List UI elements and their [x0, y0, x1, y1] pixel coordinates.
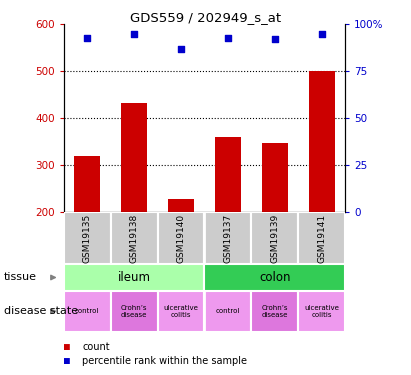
Point: [131, 31, 137, 37]
Text: GDS559 / 202949_s_at: GDS559 / 202949_s_at: [130, 11, 281, 24]
Text: ileum: ileum: [118, 271, 150, 284]
Bar: [262, 142, 288, 212]
Point: [225, 34, 231, 40]
Bar: [64, 212, 111, 264]
Text: GSM19135: GSM19135: [83, 213, 92, 263]
Text: GSM19137: GSM19137: [224, 213, 233, 263]
Bar: [298, 212, 345, 264]
Bar: [298, 291, 345, 332]
Text: GSM19140: GSM19140: [176, 214, 185, 262]
Bar: [205, 291, 252, 332]
Text: tissue: tissue: [4, 273, 37, 282]
Text: percentile rank within the sample: percentile rank within the sample: [82, 356, 247, 366]
Text: GSM19141: GSM19141: [317, 214, 326, 262]
Bar: [64, 291, 111, 332]
Text: ulcerative
colitis: ulcerative colitis: [304, 305, 339, 318]
Text: ■: ■: [64, 342, 69, 352]
Bar: [157, 291, 205, 332]
Point: [84, 34, 90, 40]
Bar: [111, 212, 157, 264]
Text: GSM19139: GSM19139: [270, 213, 279, 263]
Point: [272, 36, 278, 42]
Text: Crohn’s
disease: Crohn’s disease: [262, 305, 288, 318]
Text: control: control: [216, 308, 240, 314]
Text: control: control: [75, 308, 99, 314]
Bar: [121, 103, 147, 212]
Text: colon: colon: [259, 271, 291, 284]
Text: disease state: disease state: [4, 306, 78, 316]
Text: count: count: [82, 342, 110, 352]
Point: [178, 46, 184, 52]
Bar: [74, 156, 100, 212]
Text: GSM19138: GSM19138: [129, 213, 139, 263]
Bar: [205, 212, 252, 264]
Bar: [252, 212, 298, 264]
Text: ■: ■: [64, 356, 69, 366]
Text: Crohn’s
disease: Crohn’s disease: [121, 305, 147, 318]
Bar: [111, 291, 157, 332]
Bar: [168, 199, 194, 212]
Bar: [252, 291, 298, 332]
Text: ulcerative
colitis: ulcerative colitis: [164, 305, 199, 318]
Bar: [309, 71, 335, 212]
Bar: [157, 212, 205, 264]
Bar: [215, 137, 241, 212]
Bar: [205, 264, 345, 291]
Bar: [64, 264, 204, 291]
Point: [319, 31, 325, 37]
